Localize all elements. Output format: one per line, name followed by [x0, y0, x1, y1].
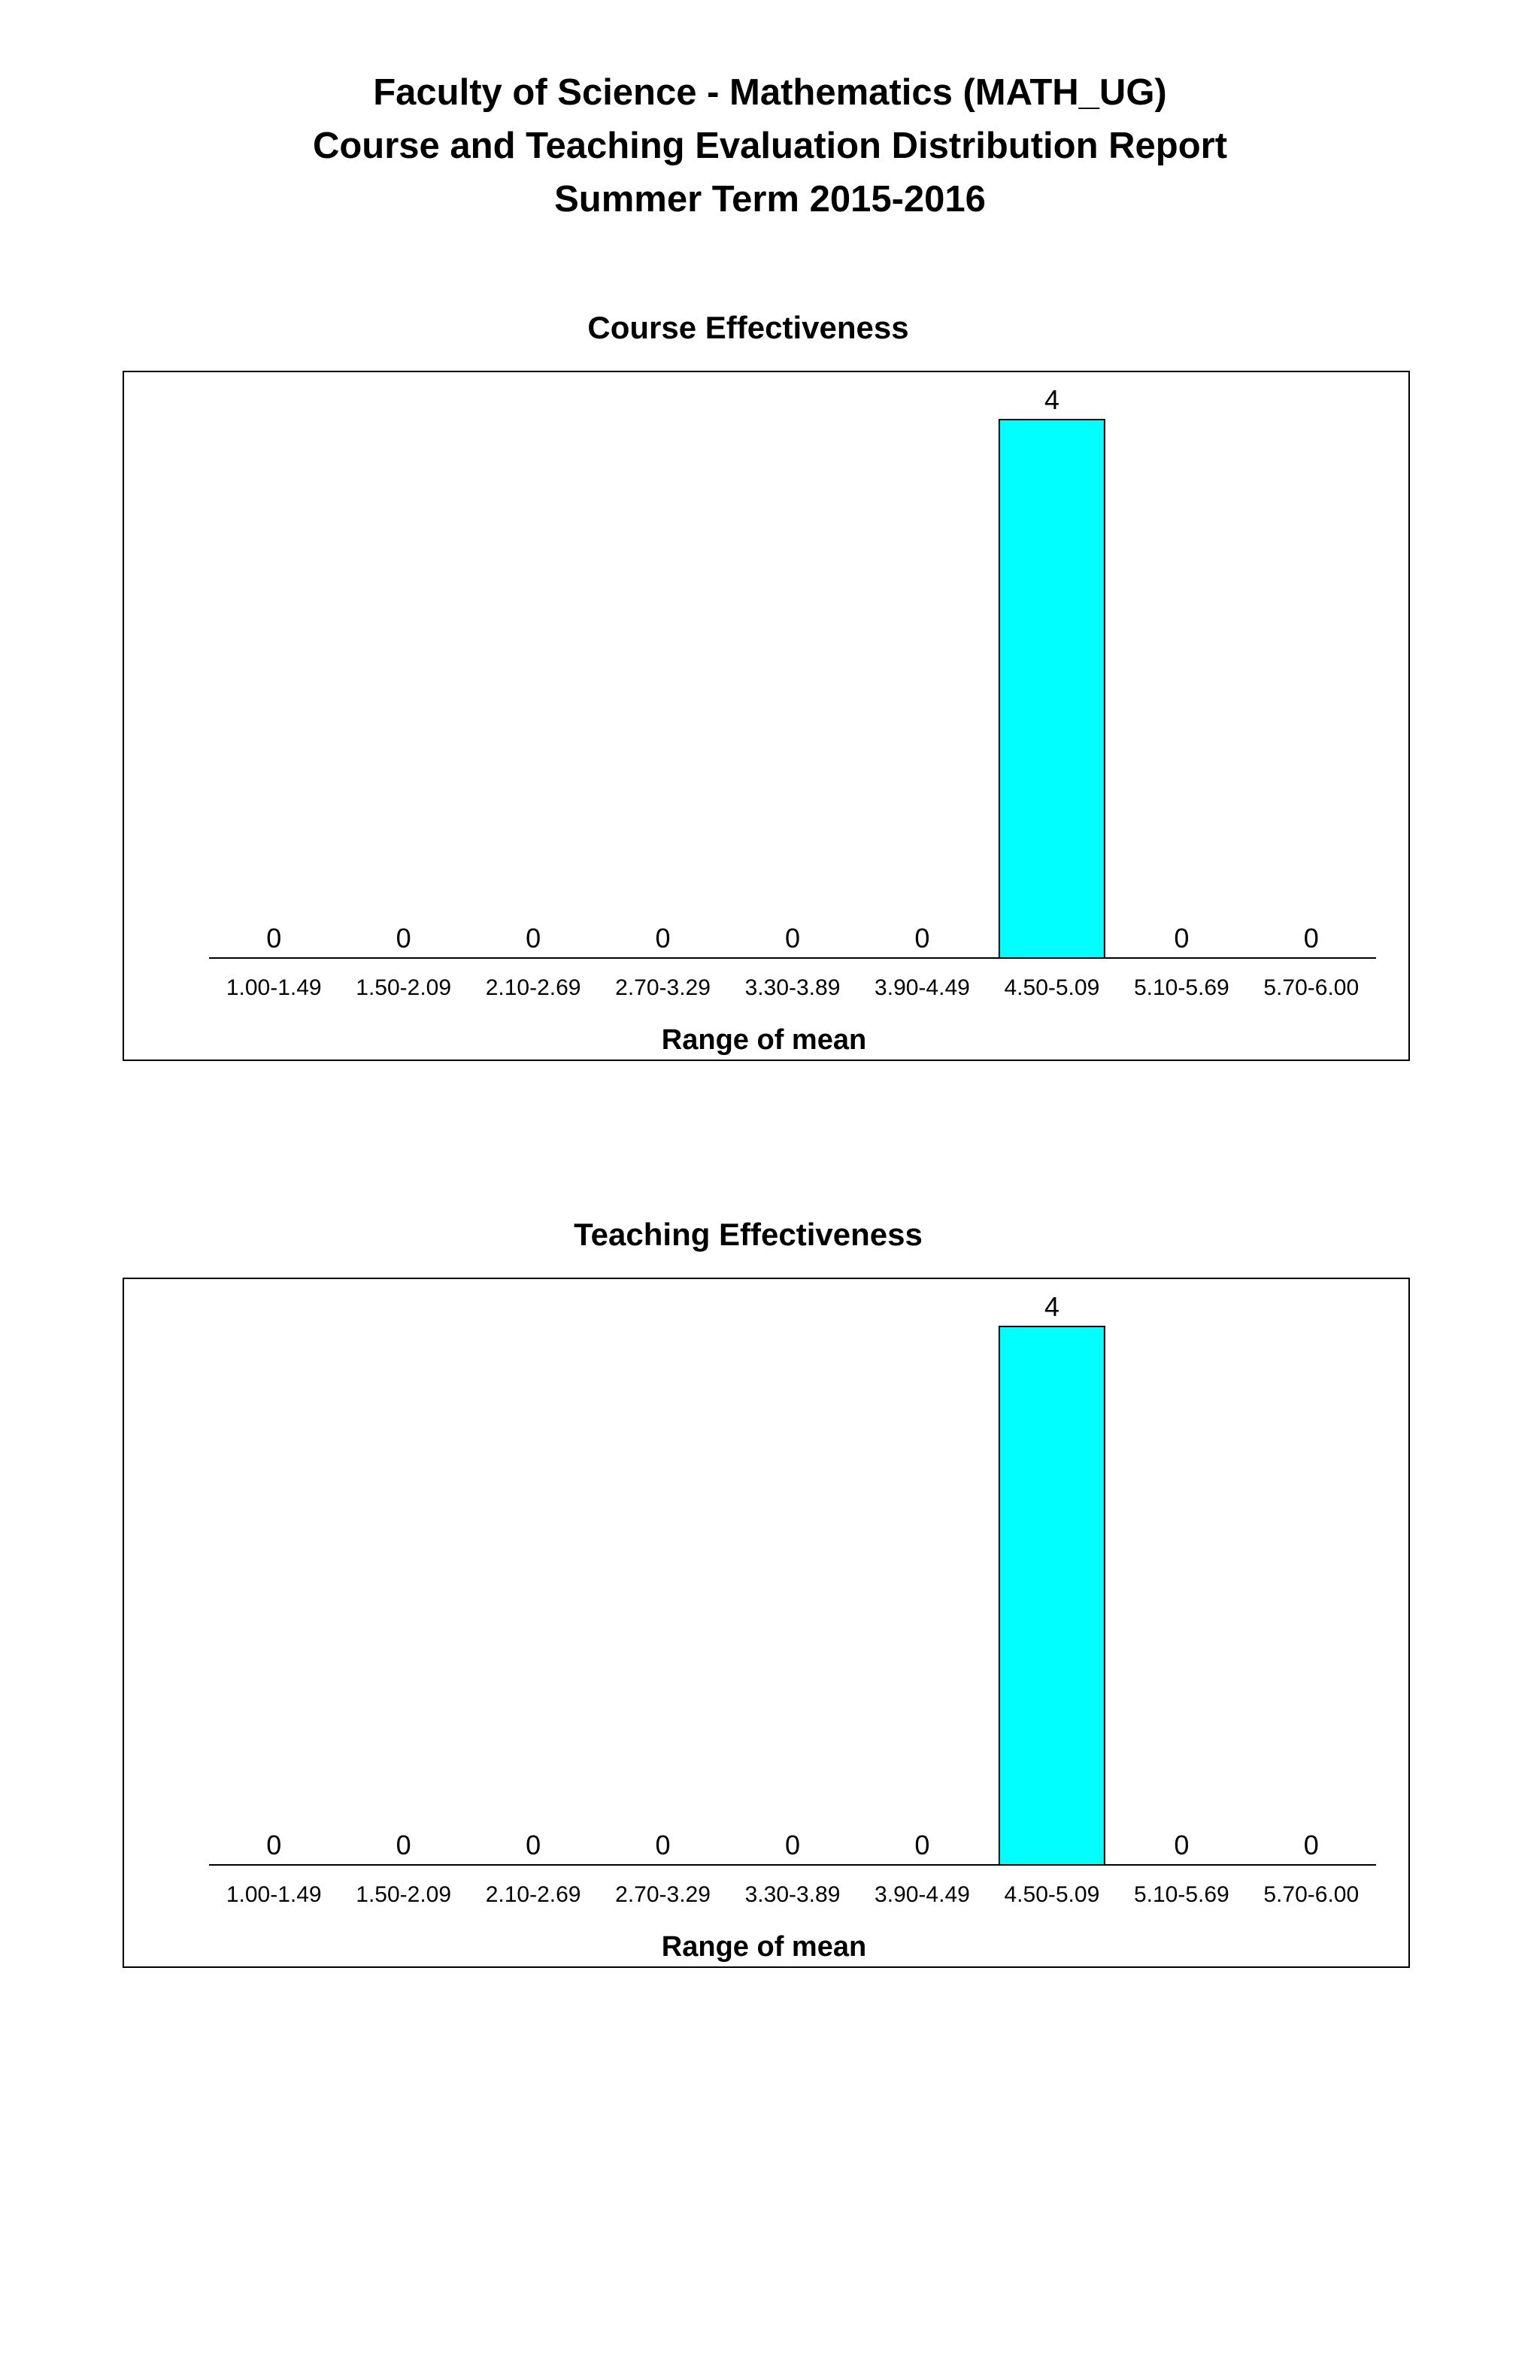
tick-label-2.10-2.69: 2.10-2.69: [486, 975, 581, 1000]
course-effectiveness-chart: 0 1.00-1.49 0 1.50-2.09 0 2.10-2.69 0 2.70-3.29…: [123, 371, 1410, 1061]
tick-label-1.00-1.49: 1.00-1.49: [226, 1882, 322, 1907]
data-label-3.90-4.49: 0: [914, 1830, 929, 1860]
data-label-2.10-2.69: 0: [526, 1830, 541, 1860]
data-label-1.50-2.09: 0: [396, 1830, 411, 1860]
bar-4.50-5.09: [998, 1326, 1105, 1866]
chart-frame: [123, 371, 1410, 1061]
data-label-3.30-3.89: 0: [785, 923, 800, 954]
x-axis-title: Range of mean: [662, 1024, 866, 1056]
tick-label-3.90-4.49: 3.90-4.49: [875, 975, 970, 1000]
tick-label-2.70-3.29: 2.70-3.29: [615, 1882, 711, 1907]
data-label-4.50-5.09: 4: [1044, 1291, 1060, 1322]
report-title-line-3: Summer Term 2015-2016: [554, 179, 986, 220]
tick-label-3.90-4.49: 3.90-4.49: [875, 1882, 970, 1907]
x-axis-title: Range of mean: [662, 1931, 866, 1963]
tick-label-1.00-1.49: 1.00-1.49: [226, 975, 322, 1000]
tick-label-4.50-5.09: 4.50-5.09: [1004, 975, 1099, 1000]
report-title-line-1: Faculty of Science - Mathematics (MATH_U…: [373, 72, 1167, 113]
tick-label-4.50-5.09: 4.50-5.09: [1004, 1882, 1099, 1907]
tick-label-5.10-5.69: 5.10-5.69: [1134, 1882, 1229, 1907]
tick-label-1.50-2.09: 1.50-2.09: [356, 975, 451, 1000]
tick-label-2.10-2.69: 2.10-2.69: [486, 1882, 581, 1907]
chart-frame: [123, 1278, 1410, 1968]
data-label-5.70-6.00: 0: [1304, 1830, 1319, 1860]
data-label-1.00-1.49: 0: [266, 1830, 281, 1860]
tick-label-3.30-3.89: 3.30-3.89: [745, 975, 841, 1000]
tick-label-3.30-3.89: 3.30-3.89: [745, 1882, 841, 1907]
bar-4.50-5.09: [998, 419, 1105, 959]
tick-label-5.70-6.00: 5.70-6.00: [1263, 975, 1359, 1000]
data-label-5.10-5.69: 0: [1174, 1830, 1189, 1860]
teaching-effectiveness-chart: 0 1.00-1.49 0 1.50-2.09 0 2.10-2.69 0 2.70-3.29…: [123, 1278, 1410, 1968]
tick-label-5.70-6.00: 5.70-6.00: [1263, 1882, 1359, 1907]
data-label-3.90-4.49: 0: [914, 923, 929, 954]
tick-label-5.10-5.69: 5.10-5.69: [1134, 975, 1229, 1000]
tick-label-1.50-2.09: 1.50-2.09: [356, 1882, 451, 1907]
data-label-1.50-2.09: 0: [396, 923, 411, 954]
data-label-2.70-3.29: 0: [656, 1830, 671, 1860]
teaching-chart-title: Teaching Effectiveness: [574, 1217, 923, 1252]
data-label-4.50-5.09: 4: [1044, 384, 1060, 415]
course-chart-title: Course Effectiveness: [587, 310, 909, 345]
data-label-3.30-3.89: 0: [785, 1830, 800, 1860]
tick-label-2.70-3.29: 2.70-3.29: [615, 975, 711, 1000]
data-label-5.10-5.69: 0: [1174, 923, 1189, 954]
report-header: Faculty of Science - Mathematics (MATH_U…: [0, 66, 1540, 226]
data-label-2.10-2.69: 0: [526, 923, 541, 954]
report-title-line-2: Course and Teaching Evaluation Distribut…: [312, 126, 1228, 166]
data-label-2.70-3.29: 0: [656, 923, 671, 954]
data-label-1.00-1.49: 0: [266, 923, 281, 954]
data-label-5.70-6.00: 0: [1304, 923, 1319, 954]
